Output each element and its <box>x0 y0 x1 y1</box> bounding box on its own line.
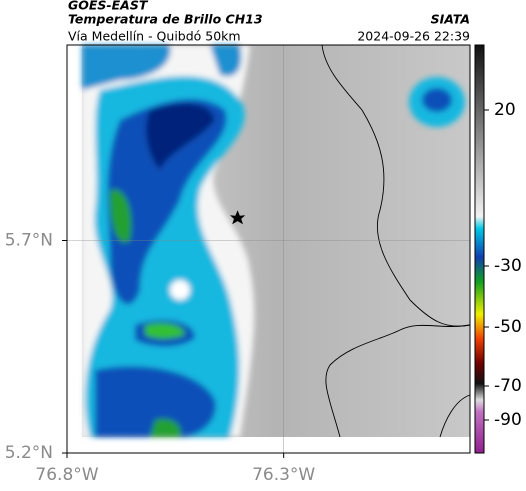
colorbar-label: -70 <box>494 376 522 396</box>
satellite-image <box>67 44 471 453</box>
map-frame <box>66 44 471 454</box>
y-tick-label: 5.2°N <box>5 443 53 463</box>
colorbar-label: -50 <box>494 317 522 337</box>
y-tick-label: 5.7°N <box>5 231 53 251</box>
x-tick-label: 76.8°W <box>35 465 98 485</box>
brand: SIATA <box>431 12 470 27</box>
colorbar-label: -90 <box>494 410 522 430</box>
source: GOES-EAST <box>68 0 149 13</box>
colorbar-label: 20 <box>494 100 516 120</box>
colorbar-label: -30 <box>494 256 522 276</box>
route: Vía Medellín - Quibdó 50km <box>68 29 241 44</box>
x-tick-label: 76.3°W <box>252 465 315 485</box>
timestamp: 2024-09-26 22:39 <box>357 29 470 44</box>
colorbar: 20 -30 -50 -70 -90 <box>474 44 522 454</box>
product: Temperatura de Brillo CH13 <box>68 12 263 27</box>
